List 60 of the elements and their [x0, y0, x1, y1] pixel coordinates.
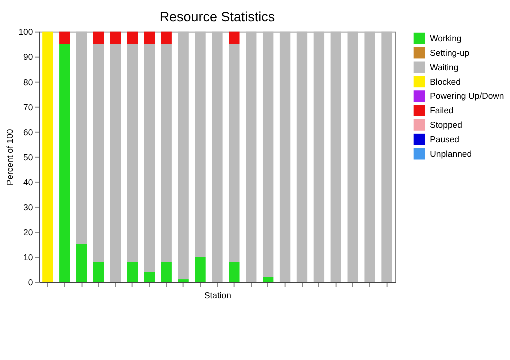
bar — [161, 44, 172, 262]
bar — [262, 32, 274, 278]
bar — [60, 44, 70, 282]
bar — [348, 32, 358, 282]
y-tick-label: 0 — [28, 277, 34, 288]
bar — [330, 32, 342, 282]
bar — [382, 32, 392, 282]
y-axis-title: Percent of 100 — [4, 129, 15, 186]
y-tick-label: 50 — [24, 152, 34, 162]
legend-label: Working — [430, 33, 462, 44]
bar — [144, 32, 155, 44]
y-tick-label: 20 — [24, 227, 34, 238]
y-tick-label: 100 — [18, 27, 34, 38]
bar — [127, 44, 138, 262]
bar — [262, 277, 274, 282]
y-tick-label: 90 — [24, 52, 34, 62]
bar — [76, 244, 88, 282]
legend-label: Setting-up — [430, 48, 470, 58]
legend-label: Stopped — [430, 120, 463, 130]
bar — [161, 32, 172, 44]
bar — [144, 272, 155, 282]
bar — [314, 32, 325, 282]
legend-label: Paused — [430, 134, 460, 145]
bar — [296, 32, 308, 282]
bar — [246, 32, 257, 282]
legend-label: Powering Up/Down — [430, 91, 504, 102]
bar — [110, 32, 122, 44]
bar — [144, 44, 155, 272]
bar — [127, 262, 138, 282]
legend-label: Waiting — [430, 62, 459, 72]
bar — [195, 32, 206, 258]
bar — [93, 44, 104, 262]
bar — [93, 262, 104, 282]
chart-title: Resource Statistics — [160, 9, 276, 24]
bar — [178, 32, 189, 280]
x-axis-title: Station — [204, 290, 232, 300]
y-tick-label: 30 — [24, 202, 34, 212]
bar — [127, 32, 138, 44]
bar — [76, 32, 88, 245]
bar — [42, 32, 54, 282]
legend-label: Blocked — [430, 76, 462, 87]
y-tick-label: 80 — [24, 77, 34, 88]
bar — [195, 257, 206, 282]
bar — [229, 32, 240, 44]
y-tick-label: 10 — [24, 252, 34, 262]
legend-label: Failed — [430, 106, 454, 116]
legend-label: Unplanned — [430, 148, 472, 159]
bar — [178, 280, 189, 282]
y-tick-label: 40 — [24, 177, 34, 188]
bar — [161, 262, 172, 282]
bar — [364, 32, 376, 282]
bar — [93, 32, 104, 44]
bar — [212, 32, 223, 282]
bar — [280, 32, 291, 282]
bar — [229, 262, 240, 282]
y-tick-label: 70 — [24, 102, 34, 112]
bar — [110, 44, 122, 282]
bar — [60, 32, 70, 44]
y-tick-label: 60 — [24, 127, 34, 138]
bar — [229, 44, 240, 262]
